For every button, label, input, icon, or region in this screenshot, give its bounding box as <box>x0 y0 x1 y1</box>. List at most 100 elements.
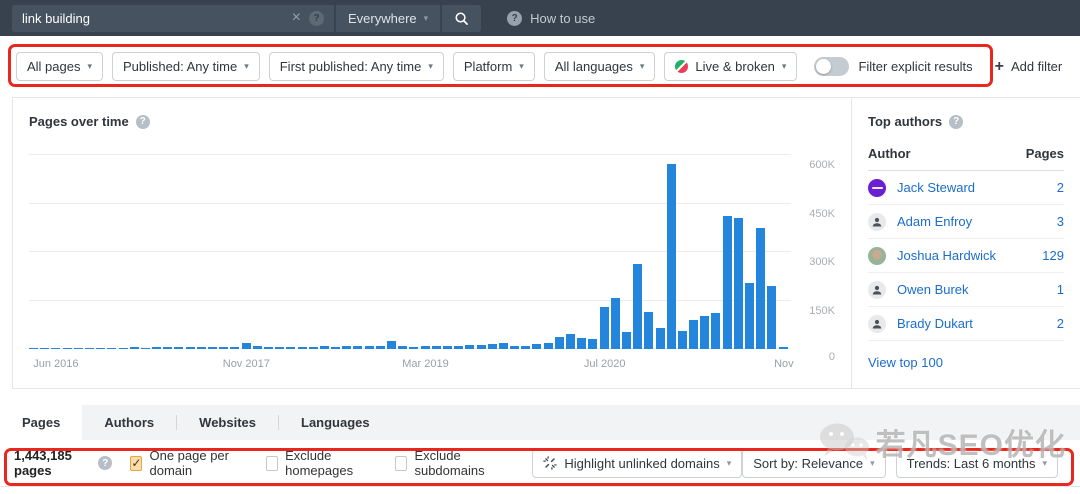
author-pages-count[interactable]: 129 <box>1042 248 1064 263</box>
tab-pages[interactable]: Pages <box>0 405 82 440</box>
chart-bar[interactable] <box>745 283 754 349</box>
chart-bar[interactable] <box>532 344 541 349</box>
author-pages-count[interactable]: 1 <box>1057 282 1064 297</box>
chart-bar[interactable] <box>723 216 732 349</box>
chart-bar[interactable] <box>465 345 474 349</box>
chart-bar[interactable] <box>622 332 631 349</box>
checkbox-exclude-subdomains[interactable]: Exclude subdomains <box>395 448 508 478</box>
chart-bar[interactable] <box>96 348 105 350</box>
chart-bar[interactable] <box>219 347 228 349</box>
filter-button-live-broken[interactable]: Live & broken▾ <box>664 52 797 81</box>
chart-bar[interactable] <box>499 343 508 349</box>
how-to-use-link[interactable]: ? How to use <box>507 11 595 26</box>
author-pages-count[interactable]: 3 <box>1057 214 1064 229</box>
tab-authors[interactable]: Authors <box>82 405 176 440</box>
chart-bar[interactable] <box>230 347 239 349</box>
search-scope-dropdown[interactable]: Everywhere ▾ <box>334 5 440 32</box>
filter-button-all-pages[interactable]: All pages▾ <box>16 52 103 81</box>
chart-bar[interactable] <box>264 347 273 349</box>
clear-search-icon[interactable]: × <box>292 10 301 26</box>
count-help-icon[interactable]: ? <box>98 456 112 470</box>
filter-explicit-toggle[interactable] <box>814 57 849 76</box>
chart-bar[interactable] <box>29 348 38 350</box>
chart-bar[interactable] <box>409 347 418 349</box>
chart-bar[interactable] <box>656 328 665 349</box>
chart-bar[interactable] <box>253 346 262 349</box>
chart-bar[interactable] <box>600 307 609 349</box>
chart-bar[interactable] <box>342 346 351 349</box>
chart-bar[interactable] <box>767 286 776 349</box>
chart-bar[interactable] <box>309 347 318 349</box>
chart-bar[interactable] <box>387 341 396 349</box>
chart-bar[interactable] <box>432 346 441 349</box>
chart-bar[interactable] <box>141 348 150 350</box>
author-pages-count[interactable]: 2 <box>1057 316 1064 331</box>
chart-bar[interactable] <box>477 345 486 349</box>
chart-bar[interactable] <box>555 337 564 349</box>
chart-bar[interactable] <box>74 348 83 350</box>
chart-bar[interactable] <box>152 347 161 349</box>
view-top-100-link[interactable]: View top 100 <box>868 355 943 370</box>
chart-bar[interactable] <box>85 348 94 350</box>
chart-bar[interactable] <box>353 346 362 349</box>
filter-button-platform[interactable]: Platform▾ <box>453 52 535 81</box>
chart-bar[interactable] <box>488 344 497 349</box>
chart-bar[interactable] <box>398 346 407 349</box>
author-link[interactable]: Jack Steward <box>897 180 1057 195</box>
chart-bar[interactable] <box>365 346 374 349</box>
chart-bar[interactable] <box>197 347 206 349</box>
chart-bar[interactable] <box>756 228 765 349</box>
chart-bar[interactable] <box>611 298 620 349</box>
trends-button[interactable]: Trends: Last 6 months ▾ <box>896 449 1058 478</box>
search-input[interactable]: link building × ? <box>12 5 334 32</box>
chart-bar[interactable] <box>644 312 653 349</box>
chart-bar[interactable] <box>711 313 720 349</box>
checkbox-exclude-homepages[interactable]: Exclude homepages <box>266 448 377 478</box>
chart-bar[interactable] <box>700 316 709 349</box>
checkbox-one-page-per-domain[interactable]: ✓One page per domain <box>130 448 248 478</box>
chart-bar[interactable] <box>63 348 72 350</box>
author-link[interactable]: Adam Enfroy <box>897 214 1057 229</box>
author-link[interactable]: Brady Dukart <box>897 316 1057 331</box>
chart-help-icon[interactable]: ? <box>136 115 150 129</box>
chart-bar[interactable] <box>421 346 430 349</box>
author-link[interactable]: Joshua Hardwick <box>897 248 1042 263</box>
chart-bar[interactable] <box>130 347 139 349</box>
chart-bar[interactable] <box>40 348 49 350</box>
chart-bar[interactable] <box>331 347 340 349</box>
chart-bar[interactable] <box>320 346 329 349</box>
authors-help-icon[interactable]: ? <box>949 115 963 129</box>
chart-bar[interactable] <box>51 348 60 350</box>
chart-bar[interactable] <box>208 347 217 349</box>
chart-bar[interactable] <box>242 343 251 349</box>
add-filter-button[interactable]: + Add filter <box>995 58 1063 76</box>
chart-bar[interactable] <box>566 334 575 349</box>
chart-bar[interactable] <box>734 218 743 349</box>
chart-bar[interactable] <box>186 347 195 349</box>
chart-bar[interactable] <box>544 343 553 349</box>
chart-bar[interactable] <box>286 347 295 349</box>
chart-bar[interactable] <box>376 346 385 349</box>
author-link[interactable]: Owen Burek <box>897 282 1057 297</box>
tab-websites[interactable]: Websites <box>177 405 278 440</box>
search-help-icon[interactable]: ? <box>309 11 324 26</box>
highlight-unlinked-domains-button[interactable]: Highlight unlinked domains ▾ <box>532 449 742 478</box>
chart-bar[interactable] <box>119 348 128 350</box>
author-pages-count[interactable]: 2 <box>1057 180 1064 195</box>
filter-button-published-any-time[interactable]: Published: Any time▾ <box>112 52 260 81</box>
sort-by-button[interactable]: Sort by: Relevance ▾ <box>742 449 885 478</box>
search-button[interactable] <box>440 5 481 32</box>
chart-bar[interactable] <box>588 339 597 349</box>
filter-button-all-languages[interactable]: All languages▾ <box>544 52 656 81</box>
chart-bar[interactable] <box>678 331 687 349</box>
chart-bar[interactable] <box>633 264 642 349</box>
chart-bar[interactable] <box>779 347 788 349</box>
chart-bar[interactable] <box>298 347 307 349</box>
chart-bar[interactable] <box>163 347 172 349</box>
chart-bar[interactable] <box>275 347 284 349</box>
chart-bar[interactable] <box>521 346 530 349</box>
chart-bar[interactable] <box>667 164 676 349</box>
chart-bar[interactable] <box>174 347 183 349</box>
chart-bar[interactable] <box>443 346 452 349</box>
chart-bar[interactable] <box>454 346 463 349</box>
